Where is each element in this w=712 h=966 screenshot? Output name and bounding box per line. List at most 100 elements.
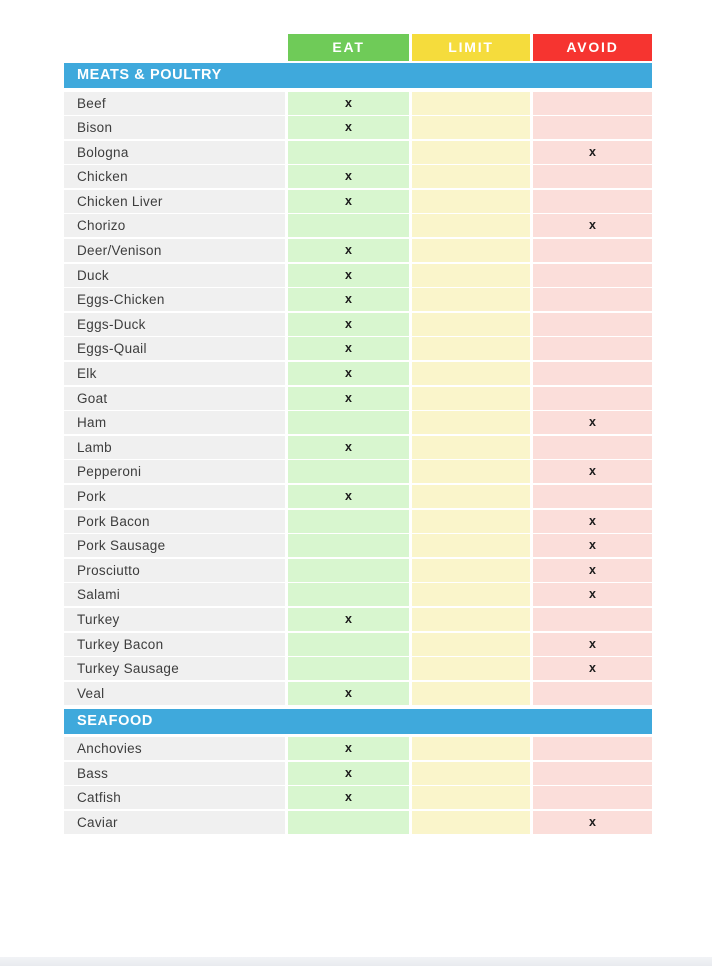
avoid-cell [533, 165, 652, 189]
table-row: Chicken x [64, 165, 652, 189]
legend-spacer [64, 34, 285, 61]
table-row: Goat x [64, 386, 652, 410]
eat-cell [288, 583, 409, 607]
table-row: Chicken Liver x [64, 189, 652, 213]
section-header: MEATS & POULTRY [64, 63, 652, 88]
food-label: Lamb [64, 435, 285, 459]
avoid-cell: x [533, 460, 652, 484]
table-row: Beef x [64, 91, 652, 115]
limit-cell [412, 607, 530, 631]
food-label: Salami [64, 583, 285, 607]
avoid-cell [533, 239, 652, 263]
avoid-cell [533, 485, 652, 508]
eat-cell: x [288, 761, 409, 785]
limit-cell [412, 534, 530, 558]
avoid-cell [533, 312, 652, 336]
avoid-cell: x [533, 583, 652, 607]
avoid-cell [533, 761, 652, 785]
limit-cell [412, 337, 530, 361]
limit-cell [412, 165, 530, 189]
food-label: Chicken Liver [64, 189, 285, 213]
table-row: Pork Sausage x [64, 534, 652, 558]
limit-cell [412, 811, 530, 835]
food-label: Bologna [64, 140, 285, 164]
food-label: Goat [64, 386, 285, 410]
table-row: Bologna x [64, 140, 652, 164]
limit-cell [412, 91, 530, 115]
table-row: Pork x [64, 485, 652, 508]
food-label: Bison [64, 116, 285, 140]
eat-cell [288, 411, 409, 435]
avoid-cell [533, 288, 652, 312]
eat-cell [288, 632, 409, 656]
limit-cell [412, 386, 530, 410]
eat-cell [288, 558, 409, 582]
table-row: Eggs-Quail x [64, 337, 652, 361]
avoid-cell: x [533, 509, 652, 533]
table-row: Bass x [64, 761, 652, 785]
avoid-cell [533, 337, 652, 361]
eat-cell: x [288, 337, 409, 361]
food-label: Veal [64, 681, 285, 705]
limit-cell [412, 761, 530, 785]
eat-cell [288, 657, 409, 681]
limit-cell [412, 558, 530, 582]
avoid-cell [533, 189, 652, 213]
table-row: Turkey Bacon x [64, 632, 652, 656]
avoid-cell: x [533, 558, 652, 582]
eat-cell [288, 534, 409, 558]
table-row: Veal x [64, 681, 652, 705]
limit-cell [412, 583, 530, 607]
food-label: Turkey Sausage [64, 657, 285, 681]
food-label: Ham [64, 411, 285, 435]
table-row: Ham x [64, 411, 652, 435]
eat-cell [288, 140, 409, 164]
avoid-cell [533, 681, 652, 705]
avoid-cell [533, 386, 652, 410]
eat-cell [288, 460, 409, 484]
legend-limit-header: LIMIT [412, 34, 530, 61]
eat-cell [288, 509, 409, 533]
limit-cell [412, 737, 530, 761]
limit-cell [412, 435, 530, 459]
section-header: SEAFOOD [64, 708, 652, 734]
avoid-cell [533, 91, 652, 115]
food-label: Chorizo [64, 214, 285, 238]
food-label: Eggs-Quail [64, 337, 285, 361]
table-row: Bison x [64, 116, 652, 140]
food-label: Pork [64, 485, 285, 508]
table-row: Anchovies x [64, 737, 652, 761]
eat-cell: x [288, 239, 409, 263]
avoid-cell [533, 435, 652, 459]
table-row: Turkey Sausage x [64, 657, 652, 681]
food-label: Deer/Venison [64, 239, 285, 263]
avoid-cell [533, 263, 652, 287]
food-label: Beef [64, 91, 285, 115]
avoid-cell [533, 607, 652, 631]
legend-eat-header: EAT [288, 34, 409, 61]
limit-cell [412, 312, 530, 336]
food-label: Eggs-Chicken [64, 288, 285, 312]
eat-cell: x [288, 362, 409, 386]
eat-cell [288, 214, 409, 238]
food-label: Pork Sausage [64, 534, 285, 558]
food-label: Prosciutto [64, 558, 285, 582]
food-label: Eggs-Duck [64, 312, 285, 336]
table-row: Salami x [64, 583, 652, 607]
food-label: Turkey Bacon [64, 632, 285, 656]
avoid-cell: x [533, 534, 652, 558]
table-row: Pork Bacon x [64, 509, 652, 533]
limit-cell [412, 657, 530, 681]
page-bottom-edge [0, 957, 712, 966]
eat-cell: x [288, 681, 409, 705]
limit-cell [412, 681, 530, 705]
table-row: Elk x [64, 362, 652, 386]
limit-cell [412, 460, 530, 484]
avoid-cell [533, 786, 652, 810]
table-row: Prosciutto x [64, 558, 652, 582]
food-label: Chicken [64, 165, 285, 189]
table-row: Lamb x [64, 435, 652, 459]
food-label: Anchovies [64, 737, 285, 761]
limit-cell [412, 786, 530, 810]
